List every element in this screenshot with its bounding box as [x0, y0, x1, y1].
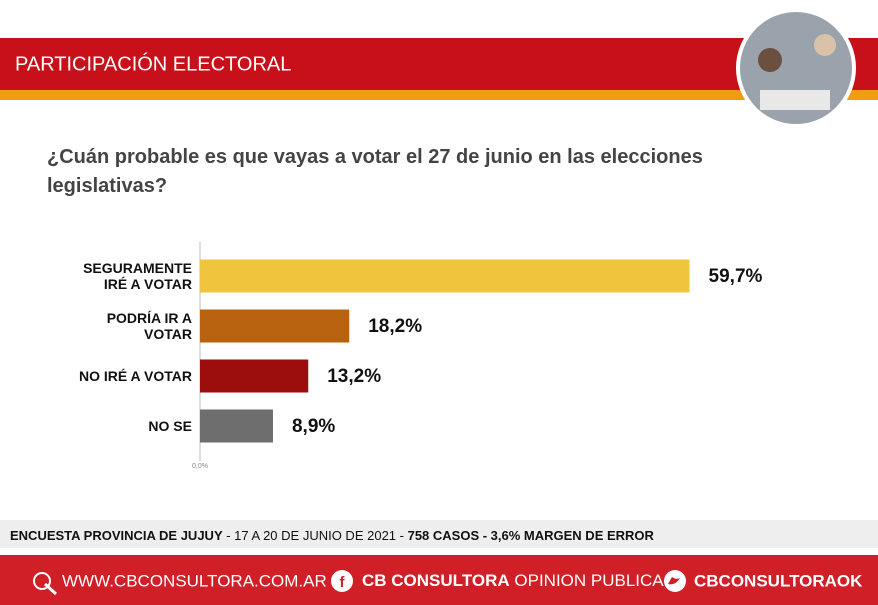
category-label: NO SE	[148, 418, 192, 434]
survey-part: 758 CASOS - 3,6% MARGEN DE ERROR	[407, 528, 654, 543]
photo-detail	[758, 48, 782, 72]
facebook-icon	[331, 570, 353, 592]
bar	[200, 359, 309, 393]
header-stripe	[0, 90, 878, 100]
facebook-tagline: OPINION PUBLICA	[514, 571, 664, 590]
survey-band	[0, 520, 878, 548]
website: WWW.CBCONSULTORA.COM.AR	[62, 571, 327, 590]
twitter: CBCONSULTORAOK	[694, 571, 863, 590]
header-title: PARTICIPACIÓN ELECTORAL	[15, 52, 291, 75]
bar	[200, 259, 690, 293]
x-tick-label: 0,0%	[192, 463, 208, 470]
header-band	[0, 38, 878, 90]
category-label: SEGURAMENTE IRÉ A VOTAR	[83, 260, 192, 292]
value-label: 59,7%	[709, 266, 763, 287]
category-label: NO IRÉ A VOTAR	[78, 368, 192, 384]
bar	[200, 409, 273, 443]
value-label: 18,2%	[368, 316, 422, 337]
question: ¿Cuán probable es que vayas a votar el 2…	[47, 146, 703, 197]
web-icon	[33, 572, 51, 590]
value-label: 13,2%	[327, 366, 381, 387]
facebook: CB CONSULTORA OPINION PUBLICA	[362, 571, 664, 590]
category-label: PODRÍA IR A VOTAR	[106, 310, 192, 342]
photo-detail	[760, 90, 830, 110]
survey-part: ENCUESTA PROVINCIA DE JUJUY	[10, 528, 223, 543]
bar	[200, 309, 350, 343]
survey-info: ENCUESTA PROVINCIA DE JUJUY - 17 A 20 DE…	[10, 528, 654, 543]
photo-detail	[814, 34, 836, 56]
web-icon	[43, 582, 58, 596]
facebook-name: CB CONSULTORA	[362, 571, 510, 590]
facebook-icon: f	[340, 574, 346, 591]
value-label: 8,9%	[292, 416, 335, 437]
survey-part: - 17 A 20 DE JUNIO DE 2021 -	[222, 528, 408, 543]
twitter-icon	[668, 577, 680, 585]
footer-band	[0, 555, 878, 605]
